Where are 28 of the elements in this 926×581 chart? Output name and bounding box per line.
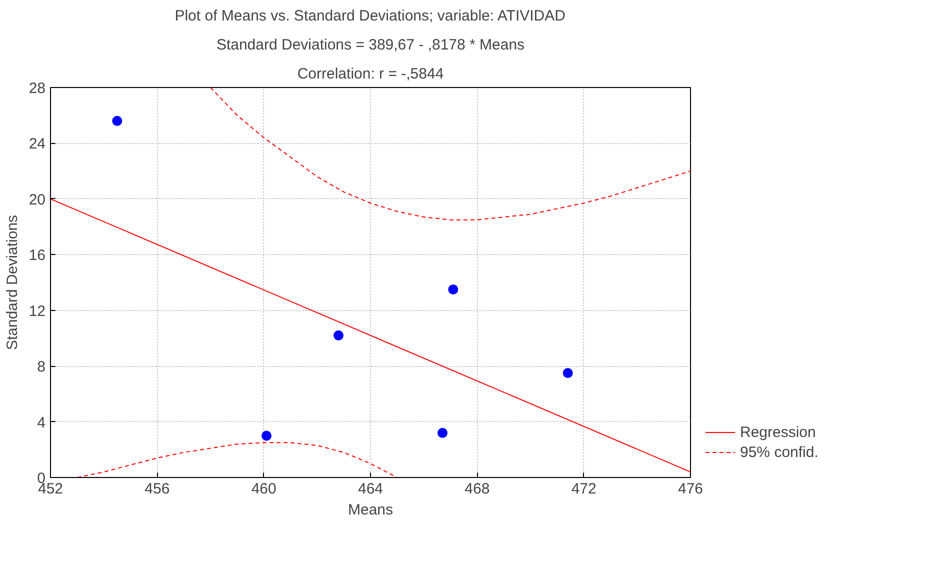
legend-label: Regression	[740, 424, 816, 440]
point	[112, 116, 122, 126]
x-tick-label: 460	[251, 480, 276, 498]
text: Correlation: r = -,5844	[297, 66, 444, 82]
line-series	[76, 442, 398, 478]
y-tick-label: 24	[28, 136, 46, 153]
chart-subtitle: Standard Deviations = 389,67 - ,8178 * Means	[216, 36, 525, 54]
y-tick-label: 4	[37, 414, 46, 432]
x-tick-label: 456	[144, 480, 170, 498]
x-tick-label: 464	[358, 480, 384, 498]
point	[262, 430, 272, 441]
y-tick-label: 28	[28, 80, 46, 97]
y-tick-label: 16	[28, 247, 46, 264]
line-series	[210, 88, 690, 220]
x-axis-title: Means	[348, 502, 394, 518]
y-tick-label: 12	[28, 302, 46, 320]
chart-title: Plot of Means vs. Standard Deviations; variable: ATIVIDAD	[174, 8, 566, 24]
legend-label: 95% confid.	[740, 444, 818, 460]
y-axis-title: Standard Deviations	[4, 214, 21, 350]
x-tick-label: 472	[571, 480, 596, 498]
point	[562, 368, 573, 378]
point	[438, 428, 448, 438]
y-tick-label: 20	[28, 191, 46, 208]
point	[448, 284, 458, 294]
x-tick-label: 468	[464, 480, 490, 498]
point	[334, 330, 344, 340]
x-tick-label: 476	[678, 480, 704, 498]
y-tick-label: 8	[37, 358, 46, 376]
